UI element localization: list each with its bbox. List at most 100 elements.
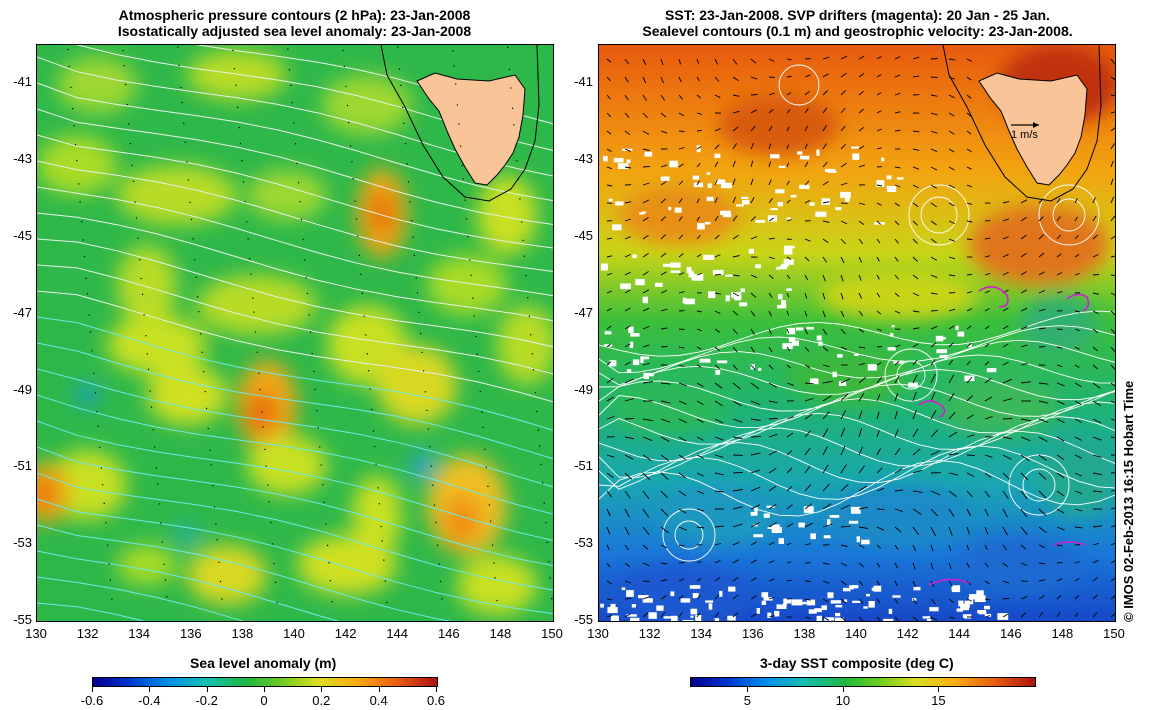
velocity-arrow — [732, 143, 737, 150]
velocity-arrow — [732, 76, 739, 82]
velocity-arrow — [624, 130, 631, 136]
track-dot — [372, 430, 374, 432]
velocity-arrow — [840, 107, 846, 114]
velocity-arrow — [840, 544, 848, 547]
track-dot — [81, 221, 83, 223]
velocity-arrow — [768, 467, 777, 474]
cloud-speck — [715, 369, 721, 375]
velocity-arrow — [750, 452, 761, 456]
velocity-arrow — [1074, 310, 1080, 313]
velocity-arrow — [606, 237, 613, 240]
cloud-speck — [827, 170, 837, 173]
velocity-arrow — [678, 400, 687, 405]
cloud-speck — [670, 591, 675, 597]
velocity-arrow — [768, 596, 775, 600]
right-lat-tick: -43 — [574, 151, 593, 167]
cloud-speck — [775, 267, 781, 270]
track-dot — [72, 108, 74, 110]
velocity-arrow — [858, 238, 864, 245]
velocity-arrow — [624, 454, 634, 460]
velocity-arrow — [732, 346, 738, 353]
track-dots — [67, 46, 553, 604]
track-dot — [523, 255, 525, 257]
track-dot — [473, 315, 475, 317]
velocity-arrow — [624, 490, 631, 499]
sst-colorbar-tickmark — [747, 687, 749, 692]
velocity-arrow — [930, 184, 938, 189]
velocity-arrow — [642, 381, 653, 384]
velocity-arrow — [804, 522, 813, 528]
track-dot — [411, 220, 413, 222]
velocity-arrow — [840, 143, 847, 150]
velocity-arrow — [1110, 111, 1115, 114]
track-dot — [462, 178, 464, 180]
velocity-arrow — [1056, 328, 1063, 330]
velocity-arrow — [768, 143, 772, 150]
cloud-speck — [788, 337, 796, 343]
velocity-arrow — [678, 472, 687, 479]
velocity-arrow — [732, 255, 740, 258]
velocity-arrow — [876, 274, 880, 280]
cloud-speck — [866, 593, 870, 597]
velocity-arrow — [876, 346, 883, 348]
velocity-arrow — [750, 236, 758, 240]
track-dot — [233, 68, 235, 70]
velocity-arrow — [624, 76, 629, 83]
velocity-arrow — [858, 616, 864, 621]
velocity-arrow — [696, 198, 700, 204]
velocity-arrow — [732, 328, 738, 335]
track-dot — [103, 502, 105, 504]
velocity-arrow — [624, 218, 632, 222]
right-title-line1: SST: 23-Jan-2008. SVP drifters (magenta)… — [665, 7, 1050, 23]
velocity-arrow — [696, 418, 704, 423]
velocity-arrow — [804, 346, 810, 352]
right-title-line2: Sealevel contours (0.1 m) and geostrophi… — [642, 23, 1073, 39]
sst-patch — [819, 270, 979, 320]
cloud-speck — [642, 296, 648, 304]
velocity-arrow — [750, 346, 755, 353]
track-dot — [186, 161, 188, 163]
velocity-arrow — [804, 465, 811, 474]
cloud-speck — [612, 224, 622, 231]
eddy-contour — [1022, 468, 1056, 502]
velocity-arrow — [858, 274, 862, 281]
sst-patch — [939, 375, 1059, 435]
cloud-speck — [852, 153, 860, 160]
velocity-arrow — [624, 236, 631, 240]
velocity-arrow — [732, 58, 738, 65]
cloud-speck — [723, 213, 732, 218]
cloud-speck — [615, 201, 624, 206]
track-dot — [358, 254, 360, 256]
velocity-arrow — [876, 467, 883, 474]
velocity-arrow — [1002, 436, 1013, 440]
velocity-arrow — [732, 126, 739, 132]
right-lon-tick: 132 — [638, 626, 661, 641]
sst-patch — [829, 485, 969, 545]
velocity-arrow — [714, 400, 723, 407]
cloud-speck — [816, 149, 820, 156]
velocity-arrow — [1056, 578, 1063, 582]
velocity-arrow — [966, 238, 973, 241]
velocity-arrow — [714, 559, 721, 564]
velocity-arrow — [948, 112, 955, 117]
velocity-arrow — [948, 544, 952, 552]
velocity-arrow — [1056, 508, 1065, 514]
cloud-speck — [850, 506, 861, 514]
velocity-arrow — [786, 485, 793, 492]
cloud-speck — [967, 344, 972, 348]
velocity-arrow — [624, 562, 631, 568]
velocity-arrow — [750, 504, 761, 510]
velocity-arrow — [930, 166, 938, 171]
cloud-speck — [719, 270, 724, 275]
velocity-arrow — [768, 382, 777, 388]
track-dot — [510, 87, 512, 89]
velocity-arrow — [786, 416, 794, 420]
left-lon-tick: 144 — [386, 626, 409, 641]
velocity-arrow — [696, 612, 701, 618]
velocity-arrow — [732, 471, 743, 474]
velocity-arrow — [894, 292, 900, 297]
velocity-arrow — [624, 201, 632, 204]
cloud-speck — [770, 154, 780, 159]
velocity-arrow — [696, 253, 702, 258]
velocity-arrow — [930, 410, 937, 420]
